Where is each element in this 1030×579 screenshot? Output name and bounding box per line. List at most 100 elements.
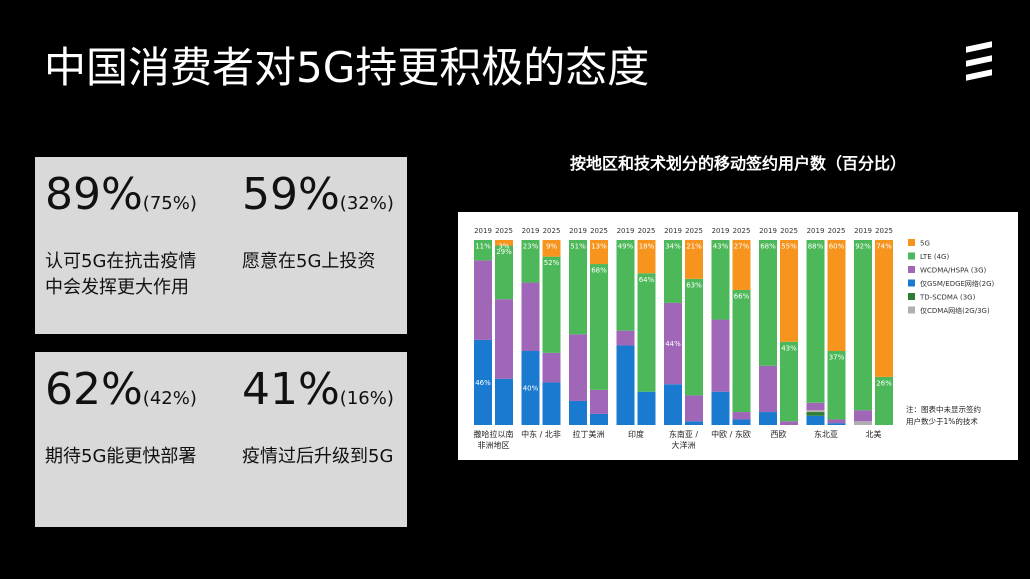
data-label: 64%: [639, 276, 655, 284]
year-label: 2025: [828, 227, 846, 235]
bar-segment: [616, 330, 635, 346]
data-label: 23%: [523, 243, 539, 251]
data-label: 37%: [829, 354, 845, 362]
stat-card: 62%(42%) 期待5G能更快部署: [35, 352, 245, 527]
bar-segment: [590, 413, 608, 425]
data-label: 11%: [475, 243, 491, 251]
region-label: 印度: [628, 429, 644, 439]
bar-segment: [827, 351, 846, 420]
legend-label: 5G: [920, 240, 930, 248]
data-label: 27%: [734, 243, 750, 251]
note: 注：图表中未显示签约: [906, 404, 981, 414]
stat-previous: (75%): [142, 193, 197, 214]
bar-segment: [664, 384, 682, 425]
bar-segment: [495, 240, 513, 246]
data-label: 60%: [829, 243, 845, 251]
data-label: 18%: [639, 243, 655, 251]
note: 用户数少于1%的技术: [906, 416, 978, 426]
bar-segment: [806, 402, 825, 411]
bar-segment: [637, 273, 656, 392]
year-label: 2025: [780, 227, 798, 235]
data-label: 66%: [734, 292, 750, 300]
bar-segment: [732, 240, 751, 290]
stat-text: 期待5G能更快部署: [45, 444, 196, 470]
bar-segment: [759, 365, 777, 413]
bar-segment: [711, 391, 730, 425]
year-label: 2025: [733, 227, 751, 235]
bar-segment: [569, 400, 587, 425]
year-label: 2025: [638, 227, 656, 235]
logo-bars: [966, 41, 992, 81]
bar-segment: [474, 260, 492, 340]
year-label: 2025: [875, 227, 893, 235]
legend-label: LTE (4G): [920, 253, 949, 261]
bar-segment: [854, 421, 872, 425]
legend-label: WCDMA/HSPA (3G): [920, 267, 986, 275]
bar-segment: [780, 421, 798, 425]
bar-segment: [474, 240, 492, 261]
data-label: 21%: [686, 243, 702, 251]
bar-segment: [521, 240, 540, 283]
data-label: 88%: [808, 243, 824, 251]
stat-value: 41%(16%): [242, 364, 394, 415]
data-label: 3%: [498, 243, 509, 251]
bar-segment: [806, 240, 825, 403]
legend-swatch: [908, 252, 915, 260]
year-label: 2019: [522, 227, 540, 235]
bar-segment: [542, 256, 561, 353]
data-label: 40%: [523, 385, 539, 393]
bar-segment: [711, 319, 730, 392]
legend-swatch: [908, 293, 915, 300]
region-label: 东南亚 /: [669, 429, 699, 439]
slide-title: 中国消费者对5G持更积极的态度: [44, 43, 650, 92]
data-label: 44%: [665, 340, 681, 348]
bar-segment: [590, 240, 608, 265]
stat-card: 59%(32%) 愿意在5G上投资: [232, 157, 407, 334]
bar-segment: [827, 423, 846, 425]
legend-swatch: [908, 306, 915, 314]
data-label: 68%: [760, 243, 776, 251]
year-label: 2025: [590, 227, 608, 235]
stat-line: 疫情过后升级到5G: [242, 446, 394, 467]
bar-segment: [806, 410, 825, 413]
stat-value: 89%(75%): [45, 169, 197, 220]
stat-line: 中会发挥更大作用: [45, 277, 189, 298]
data-label: 68%: [591, 267, 607, 275]
bar-segment: [780, 240, 798, 342]
bar-segment: [637, 240, 656, 274]
bar-segment: [521, 282, 540, 351]
year-label: 2019: [664, 227, 682, 235]
data-label: 43%: [713, 243, 729, 251]
bar-segment: [521, 351, 540, 425]
region-label: 拉丁美洲: [573, 429, 605, 439]
stat-previous: (42%): [142, 388, 197, 409]
bar-segment: [759, 412, 777, 425]
data-label: 46%: [475, 379, 491, 387]
stat-number: 89%: [45, 169, 143, 220]
bar-segment: [495, 245, 513, 300]
bar-segment: [732, 419, 751, 425]
year-label: 2025: [685, 227, 703, 235]
year-label: 2019: [854, 227, 872, 235]
year-label: 2019: [569, 227, 587, 235]
bar-segment: [806, 415, 825, 425]
data-label: 51%: [570, 243, 586, 251]
data-label: 92%: [855, 243, 871, 251]
bar-segment: [542, 382, 561, 425]
bar-segment: [806, 412, 825, 416]
bar-segment: [637, 391, 656, 425]
data-label: 43%: [781, 344, 797, 352]
chart-title: 按地区和技术划分的移动签约用户数（百分比）: [569, 154, 906, 173]
year-label: 2025: [495, 227, 513, 235]
bar-segment: [664, 302, 682, 385]
bar-segment: [590, 264, 608, 390]
data-label: 26%: [876, 379, 892, 387]
bar-segment: [732, 289, 751, 413]
bar-segment: [711, 240, 730, 320]
bar-segment: [685, 395, 703, 422]
stat-number: 59%: [242, 169, 340, 220]
bar-segment: [875, 376, 893, 425]
year-label: 2019: [807, 227, 825, 235]
